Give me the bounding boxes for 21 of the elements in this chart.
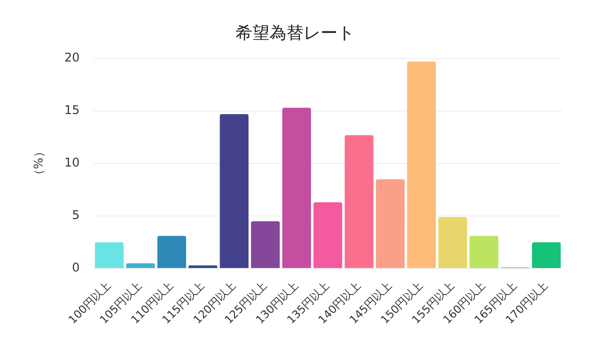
bar (470, 236, 498, 268)
bar (344, 135, 374, 268)
y-tick-label: 10 (64, 156, 80, 170)
chart-title: 希望為替レート (236, 24, 354, 44)
bar (157, 236, 186, 268)
bar (376, 179, 405, 268)
bar (407, 62, 436, 268)
y-tick-label: 20 (64, 50, 80, 65)
bar (251, 221, 280, 268)
y-tick-label: 5 (72, 208, 80, 222)
bar (313, 202, 342, 268)
bar (126, 263, 155, 268)
bar (282, 108, 311, 268)
bar (94, 242, 124, 268)
y-tick-label: 15 (64, 103, 80, 118)
bar (188, 265, 218, 268)
y-tick-label: 0 (72, 260, 80, 275)
bar (220, 114, 249, 268)
bar (532, 242, 561, 268)
bar (438, 217, 468, 268)
y-axis-title: （%） (31, 146, 46, 182)
